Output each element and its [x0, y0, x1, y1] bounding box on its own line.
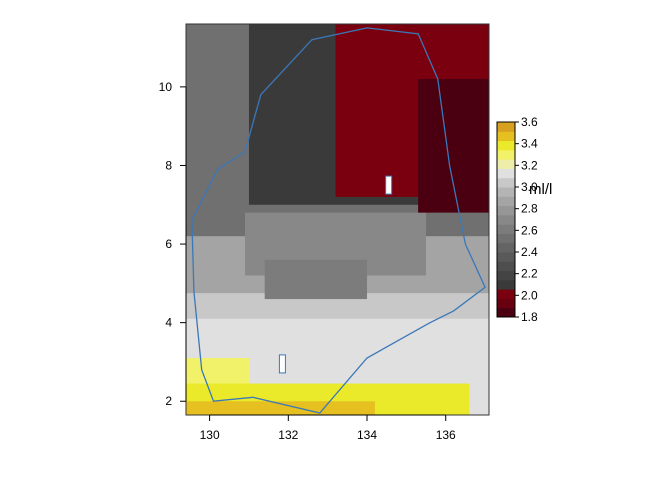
legend-tick-label: 2.2: [521, 267, 538, 281]
legend-color-swatch: [497, 252, 515, 262]
legend-color-swatch: [497, 159, 515, 169]
x-tick-label: 134: [357, 428, 377, 442]
legend-color-swatch: [497, 270, 515, 281]
legend-color-swatch: [497, 205, 515, 216]
legend-color-swatch: [497, 177, 515, 188]
x-tick-label: 136: [436, 428, 456, 442]
y-axis: 2 4 6 8 10: [159, 80, 187, 408]
color-legend: 1.8 2.0 2.2 2.4 2.6 2.8 3.0 3.2 3.4 3.6: [496, 115, 538, 324]
legend-color-swatch: [497, 168, 515, 179]
legend-unit-label: ml/l: [529, 181, 553, 198]
heatmap-cell: [418, 79, 489, 213]
legend-tick-label: 3.6: [521, 115, 538, 129]
legend-color-swatch: [497, 122, 515, 132]
legend-color-swatch: [497, 298, 515, 309]
y-tick-label: 6: [165, 237, 172, 251]
legend-tick-label: 2.6: [521, 223, 538, 237]
legend-color-swatch: [497, 214, 515, 225]
island-marker: [385, 175, 393, 195]
legend-tick-label: 2.4: [521, 245, 538, 259]
y-tick-label: 2: [165, 394, 172, 408]
legend-color-swatch: [497, 140, 515, 151]
legend-tick-label: 3.4: [521, 137, 538, 151]
legend-color-swatch: [497, 289, 515, 299]
island-marker: [278, 354, 286, 374]
legend-color-swatch: [497, 131, 515, 142]
legend-tick-label: 3.2: [521, 158, 538, 172]
x-tick-label: 130: [200, 428, 220, 442]
legend-color-swatch: [497, 233, 515, 244]
x-axis: 130 132 134 136: [200, 414, 456, 442]
coastline-layer: [191, 27, 486, 414]
legend-tick-label: 3.0: [521, 180, 538, 194]
legend-color-swatch: [497, 242, 515, 253]
legend-frame: [496, 121, 516, 318]
y-tick-label: 8: [165, 158, 172, 172]
legend-color-swatch: [497, 307, 515, 318]
legend-color-swatch: [497, 187, 515, 197]
heatmap-cells: [186, 24, 489, 415]
legend-color-swatch: [497, 149, 515, 160]
legend-color-swatch: [497, 261, 515, 272]
legend-color-swatch: [497, 196, 515, 207]
boundary-line: [191, 27, 486, 414]
heatmap-cell: [264, 259, 368, 300]
legend-color-swatch: [497, 224, 515, 234]
legend-tick-label: 1.8: [521, 310, 538, 324]
legend-tick-label: 2.0: [521, 288, 538, 302]
legend-color-swatch: [497, 279, 515, 290]
y-tick-label: 10: [159, 80, 173, 94]
y-tick-label: 4: [165, 316, 172, 330]
legend-tick-label: 2.8: [521, 202, 538, 216]
x-tick-label: 132: [278, 428, 298, 442]
